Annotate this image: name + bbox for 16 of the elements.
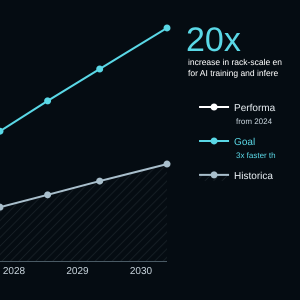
text: increase in rack-scale en for AI training and infere xyxy=(188,57,282,78)
point xyxy=(96,65,104,72)
x-tick-label: 2028 xyxy=(2,266,26,277)
x-tick-label: 2030 xyxy=(130,266,153,277)
point xyxy=(44,191,52,198)
chart-title: 20x xyxy=(186,20,241,59)
text: 3x faster th xyxy=(236,151,276,160)
point xyxy=(164,160,170,168)
point xyxy=(164,24,170,32)
text: from 2024 xyxy=(236,117,273,126)
legend-label: Historica xyxy=(234,170,274,182)
x-tick-label: 2029 xyxy=(66,266,90,277)
point xyxy=(96,178,104,185)
legend-label: Goal xyxy=(234,136,256,148)
point xyxy=(44,97,52,104)
legend-label: Performa xyxy=(234,102,276,114)
